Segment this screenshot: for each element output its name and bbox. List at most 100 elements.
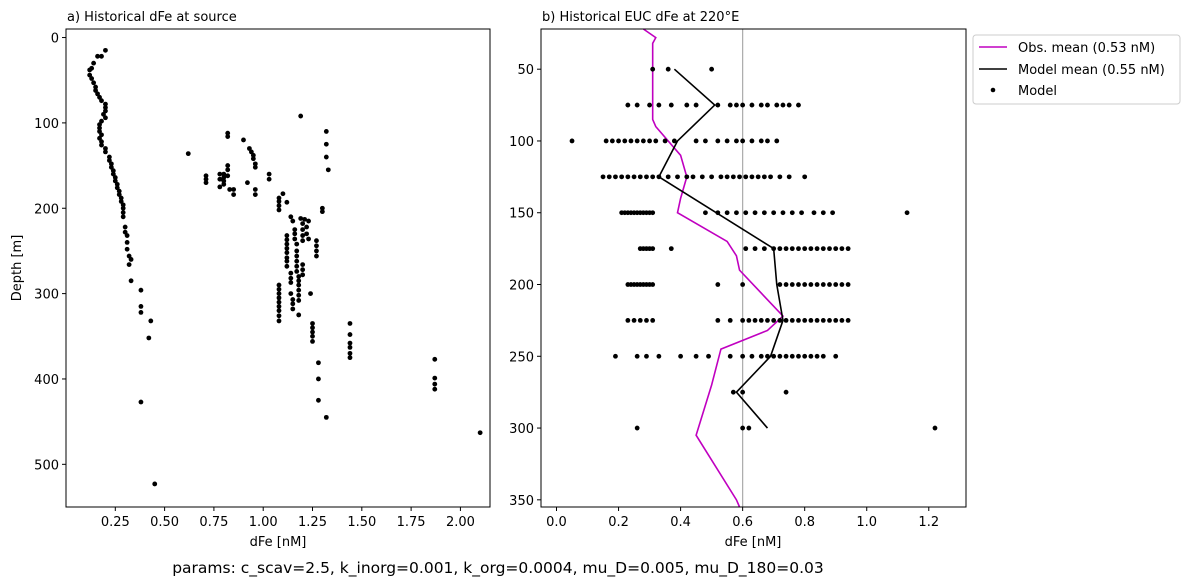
data-point [310, 339, 315, 344]
model-point [753, 318, 758, 323]
model-point [656, 354, 661, 359]
model-point [781, 210, 786, 215]
model-point [725, 210, 730, 215]
model-point [709, 174, 714, 179]
data-point [310, 330, 315, 335]
data-point [277, 283, 282, 288]
data-point [310, 321, 315, 326]
data-point [300, 221, 305, 226]
model-point [650, 318, 655, 323]
data-point [300, 238, 305, 243]
model-point [622, 139, 627, 144]
data-point [267, 177, 272, 182]
data-point [294, 264, 299, 269]
panel-a-y-tick-label: 200 [34, 202, 59, 217]
data-point [221, 182, 226, 187]
data-point [306, 219, 311, 224]
data-point [294, 242, 299, 247]
model-point [725, 139, 730, 144]
model-point [715, 103, 720, 108]
data-point [103, 150, 108, 155]
model-point [802, 354, 807, 359]
panel-b-y-tick-label: 150 [509, 207, 534, 222]
model-point [777, 282, 782, 287]
model-point [740, 139, 745, 144]
panel-a-x-tick-label: 0.75 [199, 515, 228, 530]
data-point [95, 54, 100, 59]
model-point [802, 318, 807, 323]
data-point [103, 48, 108, 53]
data-point [290, 301, 295, 306]
data-point [290, 307, 295, 312]
model-point [784, 246, 789, 251]
data-point [348, 341, 353, 346]
model-point [638, 318, 643, 323]
model-point [743, 174, 748, 179]
data-point [152, 482, 157, 487]
panel-a-x-tick-label: 0.50 [150, 515, 179, 530]
legend-obs-mean-label: Obs. mean (0.53 nM) [1018, 41, 1155, 56]
data-point [316, 377, 321, 382]
model-point [666, 67, 671, 72]
model-point [715, 139, 720, 144]
model-point [650, 282, 655, 287]
data-point [326, 167, 331, 172]
data-point [125, 240, 130, 245]
model-point [833, 246, 838, 251]
model-point [821, 282, 826, 287]
data-point [314, 249, 319, 254]
data-point [290, 297, 295, 302]
data-point [267, 172, 272, 177]
data-point [296, 278, 301, 283]
data-point [277, 319, 282, 324]
data-point [284, 250, 289, 255]
data-point [277, 304, 282, 309]
data-point [231, 192, 236, 197]
model-point [771, 246, 776, 251]
panel-b-x-tick-label: 0.6 [732, 515, 753, 530]
model-point [635, 103, 640, 108]
data-point [125, 233, 130, 238]
model-point [743, 246, 748, 251]
model-point [625, 174, 630, 179]
model-point [750, 354, 755, 359]
model-point [684, 174, 689, 179]
model-point [746, 318, 751, 323]
model-point [619, 174, 624, 179]
model-point [613, 354, 618, 359]
model-point [647, 103, 652, 108]
data-point [99, 98, 104, 103]
data-point [277, 300, 282, 305]
data-point [478, 430, 483, 435]
model-point [570, 139, 575, 144]
data-point [292, 231, 297, 236]
model-point [821, 354, 826, 359]
panel-b-y-tick-label: 300 [509, 422, 534, 437]
data-point [241, 138, 246, 143]
data-point [316, 360, 321, 365]
model-point [790, 354, 795, 359]
data-point [304, 231, 309, 236]
data-point [320, 209, 325, 214]
model-point [740, 390, 745, 395]
model-point [821, 246, 826, 251]
data-point [296, 293, 301, 298]
panel-b-title: b) Historical EUC dFe at 220°E [542, 10, 739, 25]
data-point [348, 345, 353, 350]
model-point [750, 139, 755, 144]
data-point [281, 191, 286, 196]
model-point [762, 246, 767, 251]
data-point [324, 415, 329, 420]
model-point [790, 210, 795, 215]
model-point [666, 174, 671, 179]
model-point [703, 210, 708, 215]
data-point [217, 185, 222, 190]
data-point [253, 192, 258, 197]
data-point [292, 237, 297, 242]
model-point [812, 210, 817, 215]
panel-b-y-tick-label: 250 [509, 350, 534, 365]
panel-b-y-ticks: 50 100 150 200 250 300 350 [509, 63, 541, 509]
data-point [288, 276, 293, 281]
model-point [774, 103, 779, 108]
panel-a-y-label: Depth [m] [10, 235, 25, 302]
